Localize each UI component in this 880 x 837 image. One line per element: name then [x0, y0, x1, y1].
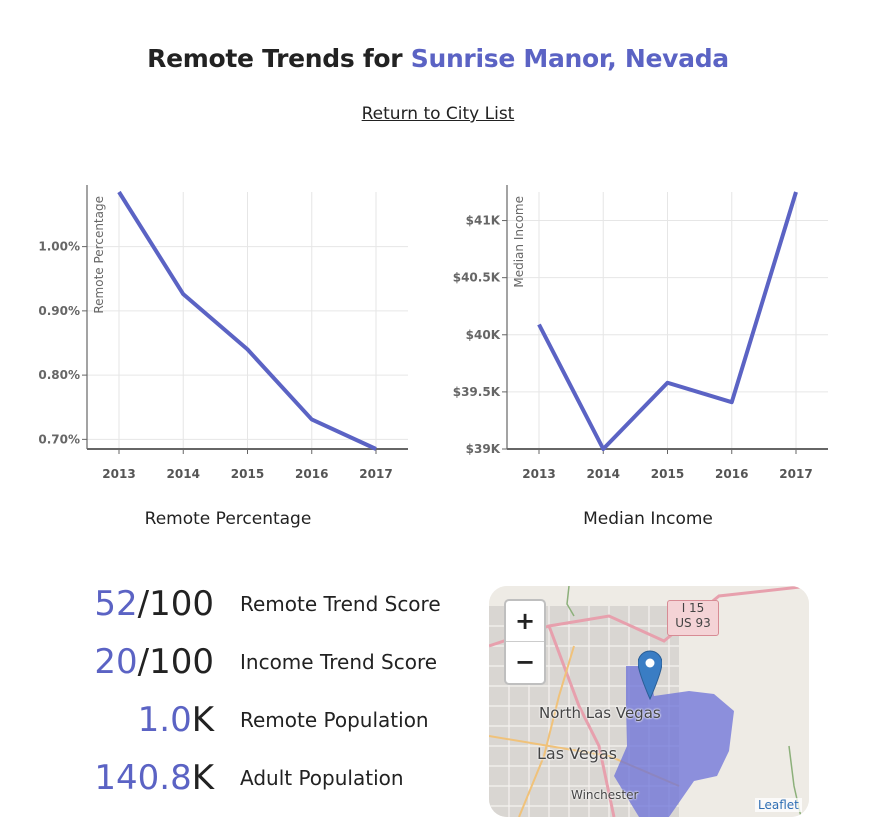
x-tick-label: 2013: [522, 467, 555, 481]
x-tick-label: 2016: [715, 467, 748, 481]
stat-number: 20/100: [20, 637, 214, 687]
y-tick-label: $40K: [466, 328, 501, 342]
y-tick-label: $40.5K: [453, 271, 501, 285]
page-title-prefix: Remote Trends for: [147, 44, 411, 73]
stat-number: 52/100: [20, 579, 214, 629]
stat-row-adult-population: 140.8K Adult Population: [60, 753, 480, 803]
x-tick-label: 2015: [651, 467, 684, 481]
map-attribution-link[interactable]: Leaflet: [755, 798, 802, 812]
remote-percentage-chart: 0.70% 0.80% 0.90% 1.00% 2013 2014 2015 2016 2017…: [38, 185, 408, 481]
stat-value: 140.8: [94, 758, 192, 798]
return-to-city-list-link[interactable]: Return to City List: [361, 104, 515, 124]
x-tick-label: 2015: [231, 467, 264, 481]
x-tick-label: 2017: [779, 467, 812, 481]
y-axis-label: Remote Percentage: [92, 196, 106, 314]
y-tick-label: 1.00%: [38, 240, 80, 254]
y-tick-label: 0.90%: [38, 304, 80, 318]
y-axis-label: Median Income: [512, 196, 526, 288]
stat-row-remote-population: 1.0K Remote Population: [60, 695, 480, 745]
map-highway-shield: I 15 US 93: [667, 600, 719, 636]
y-tick-label: $39K: [466, 442, 501, 456]
map-label-north-las-vegas: North Las Vegas: [539, 704, 661, 722]
stat-number: 1.0K: [20, 695, 214, 745]
stat-suffix: K: [191, 700, 214, 740]
stat-number: 140.8K: [20, 753, 214, 803]
stat-label: Income Trend Score: [240, 650, 438, 674]
x-tick-label: 2014: [167, 467, 200, 481]
stat-suffix: /100: [137, 584, 214, 624]
stat-value: 20: [94, 642, 138, 682]
median-income-caption: Median Income: [583, 509, 713, 529]
stat-suffix: K: [191, 758, 214, 798]
map-label-winchester: Winchester: [571, 788, 639, 802]
page-title: Remote Trends for Sunrise Manor, Nevada: [0, 44, 876, 73]
x-tick-label: 2013: [102, 467, 135, 481]
map-highway-label-2: US 93: [675, 616, 711, 630]
y-tick-label: 0.70%: [38, 432, 80, 446]
stat-label: Remote Trend Score: [240, 592, 441, 616]
stat-label: Adult Population: [240, 766, 404, 790]
y-tick-label: $41K: [466, 214, 501, 228]
map-label-las-vegas: Las Vegas: [537, 744, 617, 763]
y-tick-label: $39.5K: [453, 385, 501, 399]
zoom-in-button[interactable]: +: [506, 601, 544, 642]
city-map[interactable]: North Las Vegas Las Vegas Winchester I 1…: [489, 586, 809, 817]
median-income-chart: $39K $39.5K $40K $40.5K $41K 2013 2014 2015 2016…: [453, 185, 828, 481]
x-tick-label: 2017: [359, 467, 392, 481]
map-tiles: [489, 586, 809, 817]
x-tick-label: 2016: [295, 467, 328, 481]
remote-percentage-caption: Remote Percentage: [144, 509, 312, 529]
y-tick-label: 0.80%: [38, 368, 80, 382]
stat-value: 52: [94, 584, 138, 624]
map-marker-icon[interactable]: [638, 650, 662, 700]
x-tick-label: 2014: [587, 467, 620, 481]
map-zoom-control: + −: [504, 599, 546, 685]
stat-label: Remote Population: [240, 708, 429, 732]
stat-row-income-trend: 20/100 Income Trend Score: [60, 637, 480, 687]
zoom-out-button[interactable]: −: [514, 648, 536, 676]
map-highway-label-1: I 15: [681, 601, 705, 615]
stat-suffix: /100: [137, 642, 214, 682]
stat-row-remote-trend: 52/100 Remote Trend Score: [60, 579, 480, 629]
city-name: Sunrise Manor, Nevada: [410, 44, 729, 73]
stat-value: 1.0: [137, 700, 192, 740]
